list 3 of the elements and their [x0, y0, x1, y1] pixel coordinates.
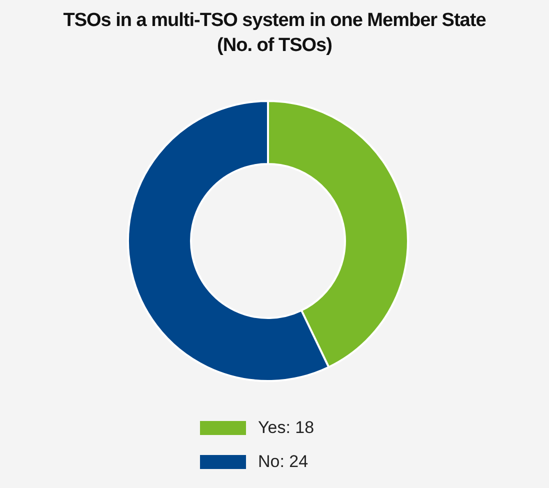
- chart-title: TSOs in a multi-TSO system in one Member State (No. of TSOs): [62, 9, 487, 58]
- legend-label: No: 24: [258, 452, 308, 472]
- legend-label: Yes: 18: [258, 418, 314, 438]
